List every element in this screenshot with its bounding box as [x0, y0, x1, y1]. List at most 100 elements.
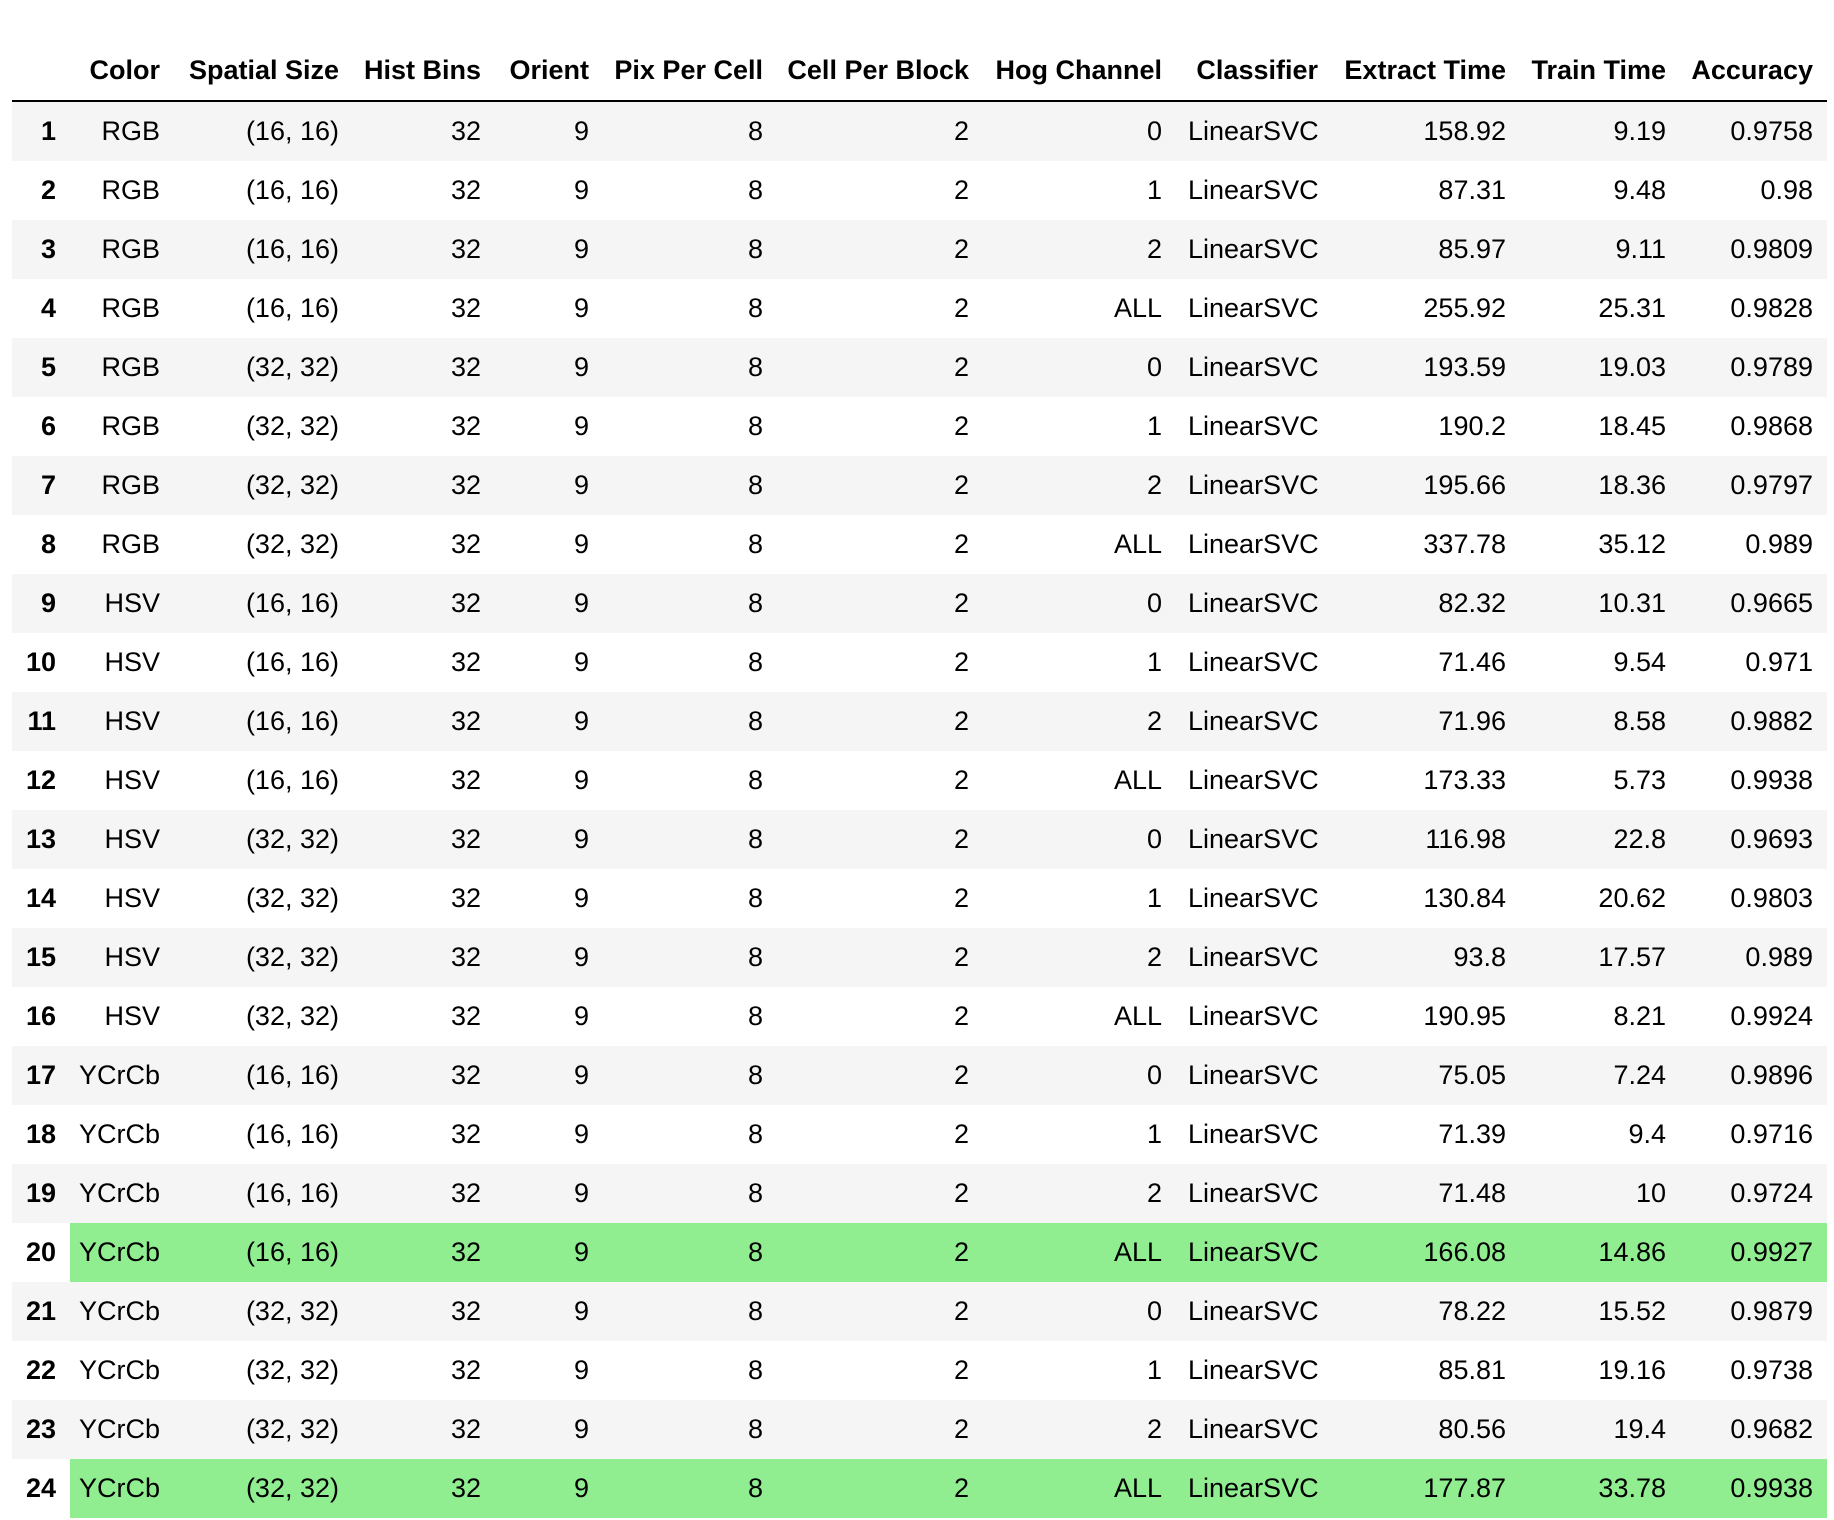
hist-bins-cell: 32 [353, 751, 495, 810]
pix-per-cell-cell: 8 [603, 515, 777, 574]
classifier-cell: LinearSVC [1176, 1400, 1332, 1459]
table-row: 13 HSV (32, 32) 32 9 8 2 0 LinearSVC 116.98 22.8 0.… [12, 810, 1827, 869]
orient-cell: 9 [495, 515, 603, 574]
pix-per-cell-cell: 8 [603, 751, 777, 810]
row-index: 11 [12, 692, 70, 751]
row-index: 6 [12, 397, 70, 456]
extract-time-cell: 173.33 [1332, 751, 1520, 810]
spatial-size-cell: (32, 32) [174, 810, 353, 869]
extract-time-cell: 116.98 [1332, 810, 1520, 869]
row-index: 17 [12, 1046, 70, 1105]
hog-channel-cell: ALL [983, 751, 1176, 810]
accuracy-cell: 0.9938 [1680, 1459, 1827, 1518]
classifier-cell: LinearSVC [1176, 987, 1332, 1046]
spatial-size-cell: (32, 32) [174, 456, 353, 515]
row-index: 15 [12, 928, 70, 987]
extract-time-cell: 255.92 [1332, 279, 1520, 338]
train-time-cell: 8.58 [1520, 692, 1680, 751]
orient-cell: 9 [495, 161, 603, 220]
spatial-size-cell: (32, 32) [174, 928, 353, 987]
classifier-cell: LinearSVC [1176, 633, 1332, 692]
classifier-cell: LinearSVC [1176, 928, 1332, 987]
train-time-cell: 5.73 [1520, 751, 1680, 810]
classifier-cell: LinearSVC [1176, 1459, 1332, 1518]
cell-per-block-cell: 2 [777, 1046, 983, 1105]
hist-bins-cell: 32 [353, 101, 495, 161]
color-cell: RGB [70, 397, 174, 456]
table-row: 1 RGB (16, 16) 32 9 8 2 0 LinearSVC 158.92 9.19 0.9… [12, 101, 1827, 161]
accuracy-cell: 0.9716 [1680, 1105, 1827, 1164]
hist-bins-cell: 32 [353, 220, 495, 279]
color-cell: YCrCb [70, 1400, 174, 1459]
spatial-size-cell: (16, 16) [174, 1223, 353, 1282]
accuracy-cell: 0.98 [1680, 161, 1827, 220]
accuracy-cell: 0.9809 [1680, 220, 1827, 279]
hist-bins-cell: 32 [353, 1223, 495, 1282]
accuracy-cell: 0.9665 [1680, 574, 1827, 633]
orient-cell: 9 [495, 338, 603, 397]
accuracy-cell: 0.9682 [1680, 1400, 1827, 1459]
train-time-cell: 25.31 [1520, 279, 1680, 338]
cell-per-block-cell: 2 [777, 1164, 983, 1223]
spatial-size-cell: (16, 16) [174, 1046, 353, 1105]
pix-per-cell-cell: 8 [603, 1459, 777, 1518]
hog-channel-cell: 1 [983, 633, 1176, 692]
classifier-cell: LinearSVC [1176, 810, 1332, 869]
hist-bins-cell: 32 [353, 1400, 495, 1459]
hog-channel-cell: 2 [983, 692, 1176, 751]
classifier-cell: LinearSVC [1176, 279, 1332, 338]
color-cell: RGB [70, 161, 174, 220]
table-row: 24 YCrCb (32, 32) 32 9 8 2 ALL LinearSVC 177.87 33… [12, 1459, 1827, 1518]
row-index: 21 [12, 1282, 70, 1341]
spatial-size-cell: (32, 32) [174, 1459, 353, 1518]
classifier-cell: LinearSVC [1176, 338, 1332, 397]
hog-channel-cell: 0 [983, 338, 1176, 397]
extract-time-cell: 80.56 [1332, 1400, 1520, 1459]
hog-channel-cell: 1 [983, 397, 1176, 456]
orient-cell: 9 [495, 633, 603, 692]
hog-channel-cell: ALL [983, 1223, 1176, 1282]
accuracy-cell: 0.9803 [1680, 869, 1827, 928]
cell-per-block-cell: 2 [777, 633, 983, 692]
hist-bins-cell: 32 [353, 161, 495, 220]
pix-per-cell-cell: 8 [603, 633, 777, 692]
color-cell: RGB [70, 338, 174, 397]
spatial-size-cell: (32, 32) [174, 987, 353, 1046]
pix-per-cell-cell: 8 [603, 1282, 777, 1341]
extract-time-cell: 78.22 [1332, 1282, 1520, 1341]
train-time-cell: 8.21 [1520, 987, 1680, 1046]
pix-per-cell-cell: 8 [603, 810, 777, 869]
pix-per-cell-cell: 8 [603, 279, 777, 338]
spatial-size-cell: (16, 16) [174, 161, 353, 220]
spatial-size-cell: (16, 16) [174, 692, 353, 751]
train-time-cell: 15.52 [1520, 1282, 1680, 1341]
extract-time-cell: 130.84 [1332, 869, 1520, 928]
orient-cell: 9 [495, 751, 603, 810]
cell-per-block-cell: 2 [777, 692, 983, 751]
extract-time-cell: 71.96 [1332, 692, 1520, 751]
pix-per-cell-cell: 8 [603, 397, 777, 456]
pix-per-cell-cell: 8 [603, 869, 777, 928]
accuracy-cell: 0.9724 [1680, 1164, 1827, 1223]
pix-per-cell-header: Pix Per Cell [603, 40, 777, 102]
table-row: 12 HSV (16, 16) 32 9 8 2 ALL LinearSVC 173.33 5.73… [12, 751, 1827, 810]
train-time-cell: 10.31 [1520, 574, 1680, 633]
color-cell: HSV [70, 869, 174, 928]
row-index: 19 [12, 1164, 70, 1223]
row-index: 1 [12, 101, 70, 161]
pix-per-cell-cell: 8 [603, 1400, 777, 1459]
train-time-cell: 18.36 [1520, 456, 1680, 515]
hog-channel-cell: 0 [983, 810, 1176, 869]
spatial-size-cell: (32, 32) [174, 1282, 353, 1341]
classifier-cell: LinearSVC [1176, 574, 1332, 633]
extract-time-cell: 71.48 [1332, 1164, 1520, 1223]
cell-per-block-cell: 2 [777, 1282, 983, 1341]
train-time-cell: 19.03 [1520, 338, 1680, 397]
spatial-size-cell: (16, 16) [174, 574, 353, 633]
train-time-cell: 9.4 [1520, 1105, 1680, 1164]
classifier-cell: LinearSVC [1176, 101, 1332, 161]
orient-cell: 9 [495, 279, 603, 338]
orient-cell: 9 [495, 810, 603, 869]
hog-channel-header: Hog Channel [983, 40, 1176, 102]
